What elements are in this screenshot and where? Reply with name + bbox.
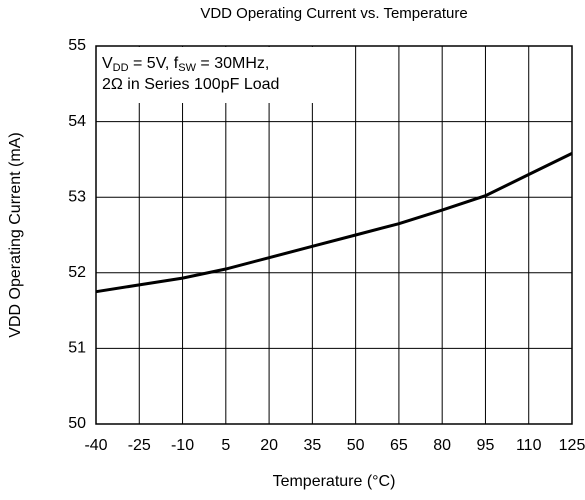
annotation-text: SW (178, 62, 196, 74)
x-tick-label: 65 (390, 437, 408, 454)
x-tick-label: 80 (433, 437, 451, 454)
x-tick-label: -25 (128, 437, 151, 454)
annotation: 2Ω in Series 100pF Load (102, 76, 279, 93)
x-tick-label: -10 (171, 437, 194, 454)
annotation-text: DD (113, 62, 129, 74)
annotation-text: = 30MHz, (196, 55, 269, 72)
x-tick-label: 50 (347, 437, 365, 454)
chart-title: VDD Operating Current vs. Temperature (200, 5, 467, 22)
y-tick-label: 55 (68, 37, 86, 54)
y-tick-label: 53 (68, 188, 86, 205)
annotation: VDD = 5V, fSW = 30MHz, (102, 55, 269, 74)
annotation-box (97, 47, 339, 103)
y-tick-label: 50 (68, 415, 86, 432)
x-tick-label: 35 (303, 437, 321, 454)
y-tick-label: 52 (68, 264, 86, 281)
y-tick-label: 51 (68, 340, 86, 357)
y-tick-label: 54 (68, 113, 86, 130)
x-tick-label: 110 (516, 437, 542, 454)
x-tick-label: 5 (221, 437, 230, 454)
x-tick-label: 125 (559, 437, 585, 454)
annotation-text: V (102, 55, 113, 72)
y-axis-label: VDD Operating Current (mA) (7, 132, 24, 337)
x-tick-label: 95 (477, 437, 495, 454)
x-tick-label: -40 (84, 437, 107, 454)
line (95, 152, 573, 294)
annotation-text: = 5V, f (129, 55, 179, 72)
x-tick-label: 20 (260, 437, 278, 454)
plot-border (95, 45, 573, 425)
x-axis-label: Temperature (°C) (273, 473, 396, 490)
annotation-text: 2Ω in Series 100pF Load (102, 76, 279, 93)
